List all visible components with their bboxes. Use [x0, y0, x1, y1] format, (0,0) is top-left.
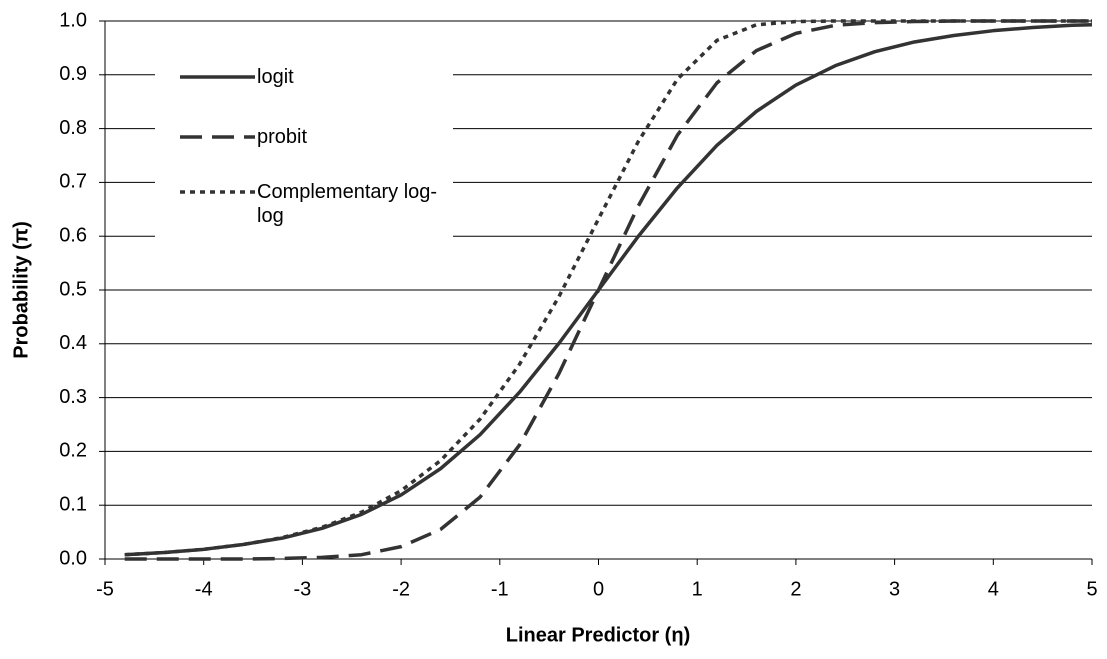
x-tick-label: 1: [692, 578, 703, 600]
y-tick-label: 0.3: [59, 386, 87, 408]
x-tick-label: -2: [392, 578, 410, 600]
y-tick-label: 0.0: [59, 547, 87, 569]
x-tick-label: 3: [889, 578, 900, 600]
x-tick-label: -1: [491, 578, 509, 600]
y-tick-label: 1.0: [59, 9, 87, 31]
x-tick-label: -3: [294, 578, 312, 600]
x-axis-title: Linear Predictor (η): [506, 624, 690, 646]
series-line: [124, 23, 1093, 557]
y-tick-label: 0.8: [59, 117, 87, 139]
x-tick-label: 5: [1086, 578, 1097, 600]
series-line: [124, 19, 1092, 557]
y-tick-label: 0.9: [59, 63, 87, 85]
x-tick-label: -4: [195, 578, 213, 600]
x-tick-label: 2: [790, 578, 801, 600]
y-tick-label: 0.5: [59, 278, 87, 300]
y-tick-label: 0.6: [59, 224, 87, 246]
y-tick-label: 0.7: [59, 171, 87, 193]
y-axis-title: Probability (π): [10, 221, 32, 359]
y-tick-label: 0.2: [59, 440, 87, 462]
x-tick-label: 0: [593, 578, 604, 600]
x-tick-label: -5: [96, 578, 114, 600]
legend-entry: probit: [257, 126, 308, 148]
legend-entry: Complementary log-log: [257, 181, 438, 227]
legend-box: [155, 55, 453, 250]
x-tick-label: 4: [988, 578, 999, 600]
legend-entry: logit: [257, 66, 294, 88]
y-tick-label: 0.1: [59, 493, 87, 515]
y-tick-label: 0.4: [59, 332, 87, 354]
series-line: [124, 19, 1092, 561]
legend-label: Complementary log-log: [257, 181, 438, 227]
legend-label: logit: [257, 66, 294, 88]
legend-label: probit: [257, 126, 308, 148]
